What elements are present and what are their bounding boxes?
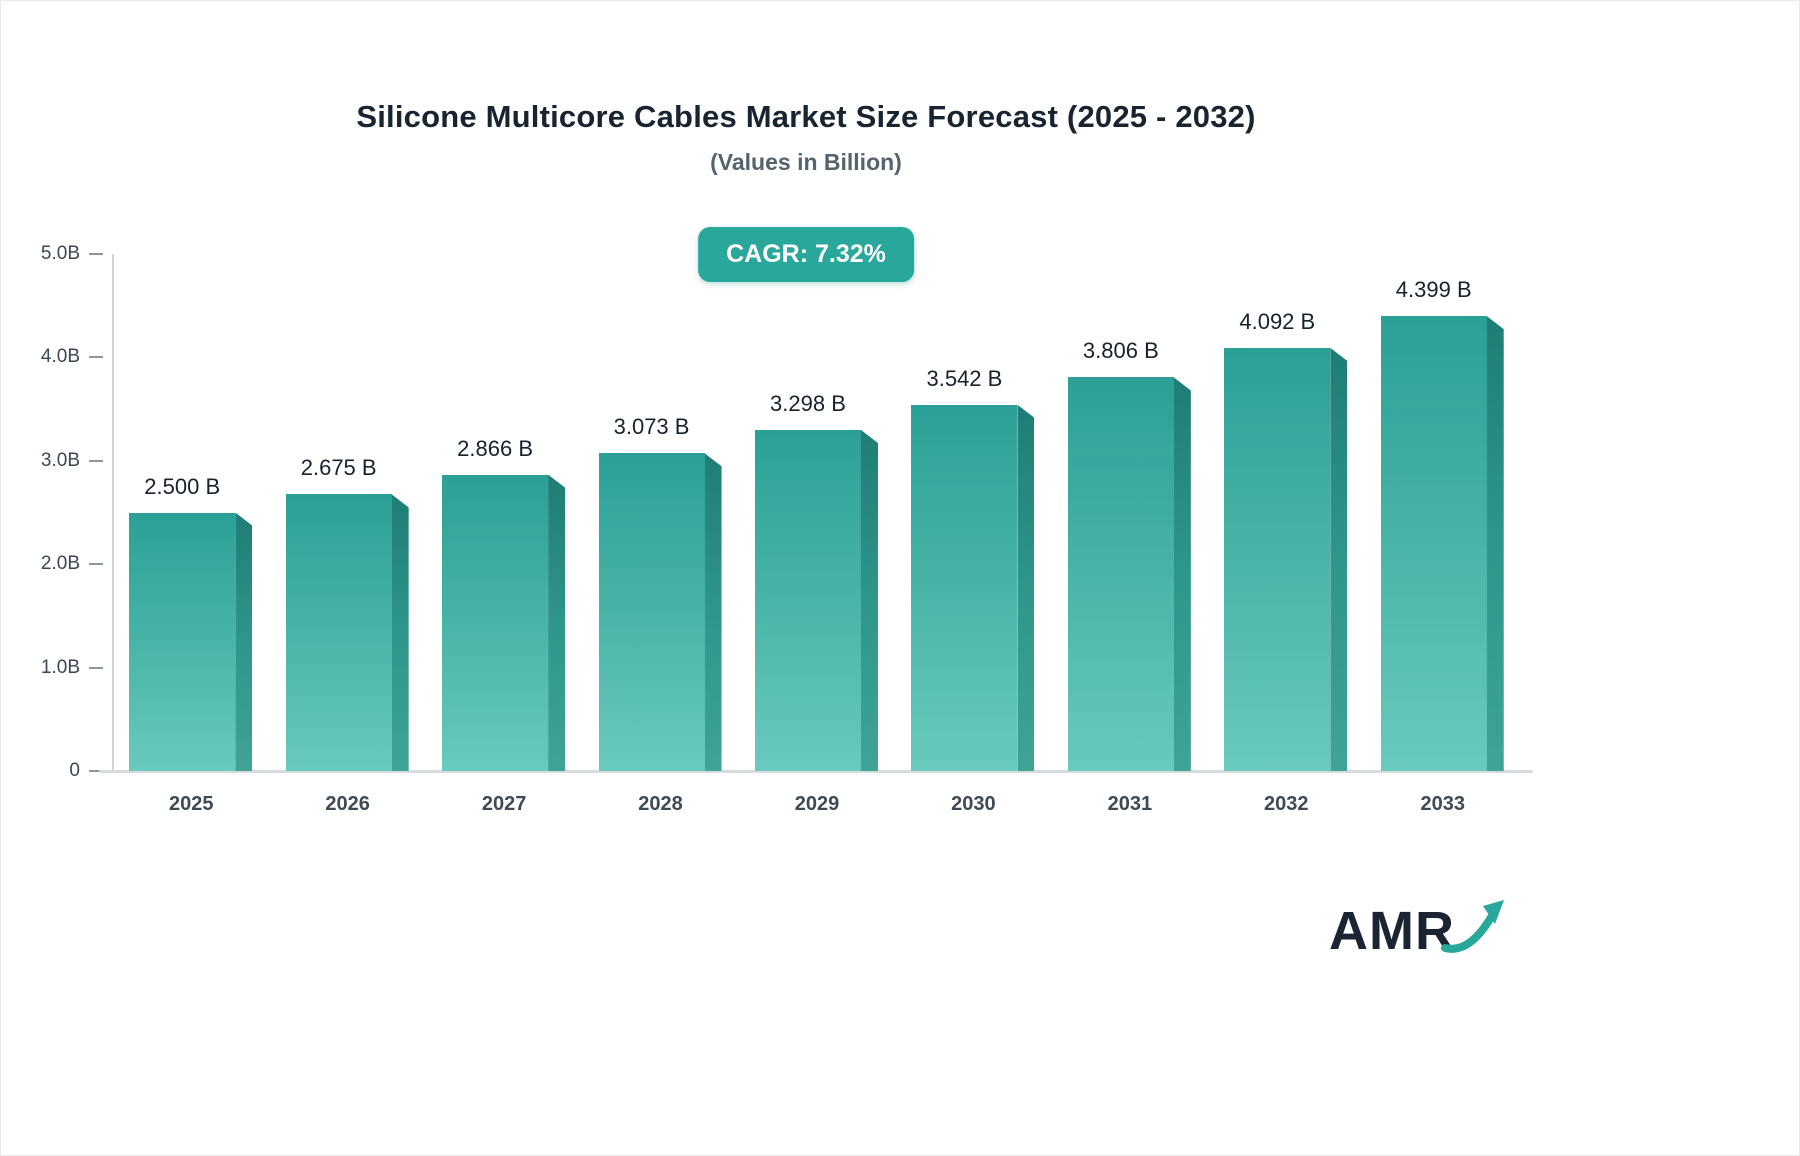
bar-group: 2.500 B 2025: [129, 254, 253, 815]
bar: 2.500 B: [129, 474, 236, 771]
y-tick-mark: [89, 356, 103, 359]
bar-group: 3.806 B 2031: [1067, 254, 1192, 815]
y-tick-mark: [89, 770, 103, 772]
y-tick: 1.0B: [41, 657, 103, 679]
bar-group: 4.092 B 2032: [1224, 254, 1348, 815]
bar-group: 3.542 B 2030: [911, 254, 1035, 815]
bar: 2.675 B: [285, 455, 392, 771]
amr-logo-text: AMR: [1329, 901, 1455, 961]
bar: 3.298 B: [754, 391, 861, 771]
bar-group: 3.073 B 2028: [598, 254, 723, 815]
bar: 3.806 B: [1067, 338, 1174, 771]
y-tick-mark: [89, 666, 103, 669]
chart-title: Silicone Multicore Cables Market Size Fo…: [356, 99, 1256, 134]
bar-group: 3.298 B 2029: [754, 254, 879, 815]
bar: 3.542 B: [911, 366, 1018, 771]
x-axis-label: 2030: [951, 793, 996, 815]
bars: 2.500 B 2025 2.675 B 2026 2.866 B 2027 3.073 B…: [113, 254, 1521, 815]
y-tick-label: 2.0B: [40, 553, 80, 575]
y-tick-mark: [89, 253, 103, 255]
bar-value-label: 3.542 B: [926, 365, 1003, 391]
x-axis-label: 2027: [481, 793, 527, 815]
bar-group: 2.675 B 2026: [285, 254, 410, 815]
y-tick-label: 0: [69, 760, 80, 781]
bar-value-label: 3.806 B: [1082, 338, 1159, 364]
bar-value-label: 3.298 B: [770, 391, 846, 416]
bar-group: 4.399 B 2033: [1380, 254, 1505, 815]
x-axis-line: [99, 770, 1533, 773]
y-tick: 3.0B: [41, 450, 103, 472]
bar-value-label: 2.866 B: [457, 435, 534, 461]
x-axis-label: 2025: [168, 793, 214, 815]
y-tick-mark: [89, 563, 103, 566]
y-tick: 4.0B: [41, 346, 103, 368]
y-tick: 0: [69, 760, 103, 782]
y-tick-label: 4.0B: [40, 346, 80, 368]
bar-value-label: 3.073 B: [613, 414, 690, 440]
bar: 4.092 B: [1224, 309, 1331, 771]
amr-logo: AMR: [1329, 899, 1521, 963]
bar: 3.073 B: [598, 414, 705, 771]
bar: 2.866 B: [442, 436, 549, 771]
x-axis-label: 2032: [1264, 793, 1309, 815]
bar-value-label: 4.092 B: [1239, 308, 1316, 334]
x-axis-label: 2033: [1420, 793, 1465, 815]
growth-arrow-icon: [1440, 898, 1507, 961]
x-axis-label: 2031: [1107, 793, 1153, 815]
y-tick-label: 3.0B: [40, 449, 80, 471]
bar-value-label: 4.399 B: [1395, 277, 1472, 303]
cagr-badge: CAGR: 7.32%: [698, 227, 914, 282]
bar-value-label: 2.500 B: [144, 473, 221, 499]
x-axis-label: 2029: [794, 793, 840, 815]
y-tick: 2.0B: [41, 553, 103, 575]
bar-value-label: 2.675 B: [300, 455, 377, 481]
chart-subtitle: (Values in Billion): [710, 149, 902, 175]
y-axis-line: [112, 254, 114, 771]
x-axis-label: 2026: [325, 793, 370, 815]
y-tick-label: 1.0B: [40, 656, 80, 678]
y-axis: 5.0B 4.0B 3.0B 2.0B 1.0B 0: [1, 243, 113, 781]
bar-group: 2.866 B 2027: [442, 254, 566, 815]
y-tick: 5.0B: [41, 243, 103, 265]
y-tick-label: 5.0B: [40, 243, 80, 264]
bar: 4.399 B: [1380, 277, 1487, 771]
y-tick-mark: [89, 459, 103, 462]
x-axis-label: 2028: [638, 793, 683, 815]
